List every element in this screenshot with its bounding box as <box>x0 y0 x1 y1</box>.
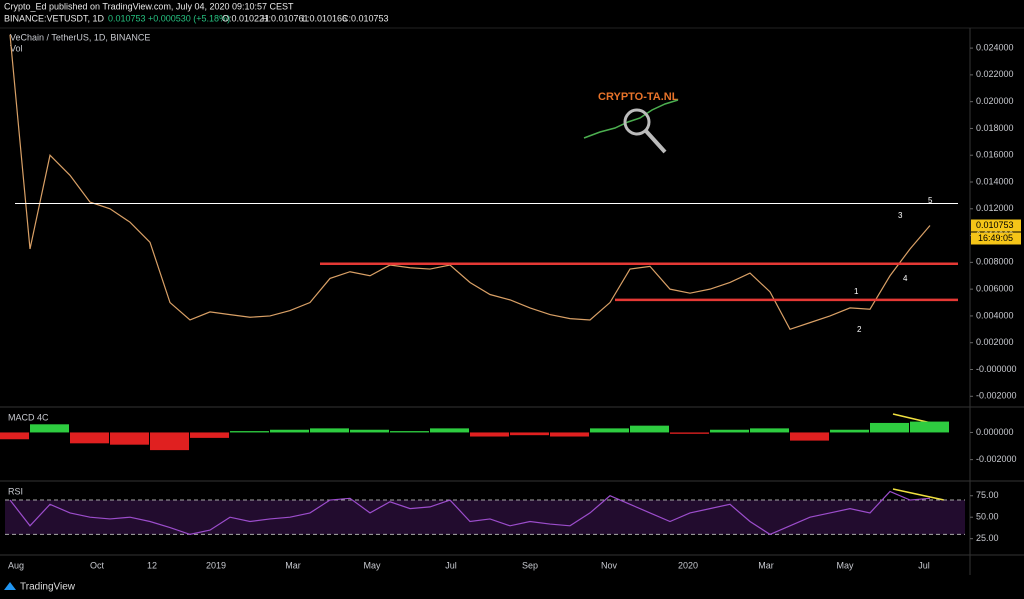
macd-bar <box>150 432 189 451</box>
x-tick-label: 2020 <box>678 560 698 570</box>
y-tick-label: 0.024000 <box>976 42 1014 52</box>
pane-title: RSI <box>8 486 23 496</box>
watermark-line <box>583 99 679 139</box>
divergence-line <box>892 488 945 501</box>
last-price: 0.010753 <box>108 13 146 23</box>
wave-label: 3 <box>898 211 903 220</box>
x-tick-label: May <box>836 560 854 570</box>
y-tick-label: 0.012000 <box>976 203 1014 213</box>
x-tick-label: Aug <box>8 560 24 570</box>
y-tick-label: 0.018000 <box>976 123 1014 133</box>
countdown-box <box>971 232 1021 245</box>
pane-title: VeChain / TetherUS, 1D, BINANCE <box>10 32 150 42</box>
y-tick-label: -0.002000 <box>976 454 1017 464</box>
rsi-band-fill <box>5 500 965 535</box>
y-tick-label: 0.016000 <box>976 150 1014 160</box>
macd-bar <box>270 429 309 433</box>
y-tick-label: 0.020000 <box>976 96 1014 106</box>
symbol: BINANCE:VETUSDT, 1D <box>4 13 105 23</box>
y-tick-label: -0.002000 <box>976 391 1017 401</box>
author-line: Crypto_Ed published on TradingView.com, … <box>4 1 294 11</box>
x-tick-label: 2019 <box>206 560 226 570</box>
x-tick-label: Jul <box>445 560 457 570</box>
close: C:0.010753 <box>342 13 389 23</box>
wave-label: 1 <box>854 287 859 296</box>
macd-bar <box>510 432 549 436</box>
logo <box>4 582 16 590</box>
y-tick-label: 0.022000 <box>976 69 1014 79</box>
wave-label: 4 <box>903 274 908 283</box>
pane-title: MACD 4C <box>8 412 49 422</box>
macd-bar <box>550 432 589 437</box>
macd-bar <box>470 432 509 437</box>
x-tick-label: May <box>363 560 381 570</box>
magnifier <box>623 108 651 136</box>
macd-bar <box>750 428 789 433</box>
x-tick-label: Oct <box>90 560 105 570</box>
wave-label: 2 <box>857 325 862 334</box>
last-price-box <box>971 219 1021 232</box>
macd-bar <box>590 428 629 433</box>
open: O:0.010221 <box>222 13 269 23</box>
macd-bar <box>430 428 469 433</box>
macd-bar <box>910 421 949 433</box>
x-tick-label: 12 <box>147 560 157 570</box>
x-tick-label: Mar <box>758 560 774 570</box>
macd-bar <box>0 432 29 440</box>
volume-label: Vol <box>10 43 23 53</box>
y-tick-label: 0.014000 <box>976 176 1014 186</box>
macd-bar <box>390 431 429 433</box>
watermark-text: CRYPTO-TA.NL <box>598 91 679 103</box>
change: +0.000530 (+5.18%) <box>148 13 230 23</box>
y-tick-label: 50.00 <box>976 512 999 522</box>
price-line <box>9 34 931 331</box>
high: H:0.010761 <box>262 13 309 23</box>
brand: TradingView <box>20 582 76 593</box>
last-price-label: 0.010753 <box>976 220 1014 230</box>
price-line <box>9 490 931 536</box>
macd-bar <box>630 425 669 433</box>
x-tick-label: Sep <box>522 560 538 570</box>
wave-label: 5 <box>928 196 933 205</box>
footer: TradingView <box>4 582 76 593</box>
y-tick-label: 0.006000 <box>976 284 1014 294</box>
countdown: 16:49:05 <box>978 233 1013 243</box>
y-tick-label: 75.00 <box>976 490 999 500</box>
macd-bar <box>110 432 149 445</box>
y-tick-label: 0.004000 <box>976 310 1014 320</box>
y-tick-label: 0.008000 <box>976 257 1014 267</box>
y-tick-label: 25.00 <box>976 533 999 543</box>
y-tick-label: -0.000000 <box>976 364 1017 374</box>
macd-bar <box>350 429 389 433</box>
x-tick-label: Jul <box>918 560 930 570</box>
x-tick-label: Nov <box>601 560 618 570</box>
macd-bar <box>230 431 269 433</box>
macd-bar <box>70 432 109 444</box>
watermark: CRYPTO-TA.NL <box>583 91 679 154</box>
macd-bar <box>310 428 349 433</box>
y-tick-label: 0.000000 <box>976 427 1014 437</box>
macd-bar <box>30 424 69 433</box>
macd-bar <box>710 429 749 433</box>
low: L:0.010166 <box>302 13 347 23</box>
macd-bar <box>870 422 909 433</box>
x-tick-label: Mar <box>285 560 301 570</box>
y-tick-label: 0.002000 <box>976 337 1014 347</box>
macd-bar <box>190 432 229 438</box>
macd-bar <box>790 432 829 441</box>
macd-bar <box>670 432 709 434</box>
macd-bar <box>830 429 869 433</box>
magnifier-handle <box>644 129 667 154</box>
